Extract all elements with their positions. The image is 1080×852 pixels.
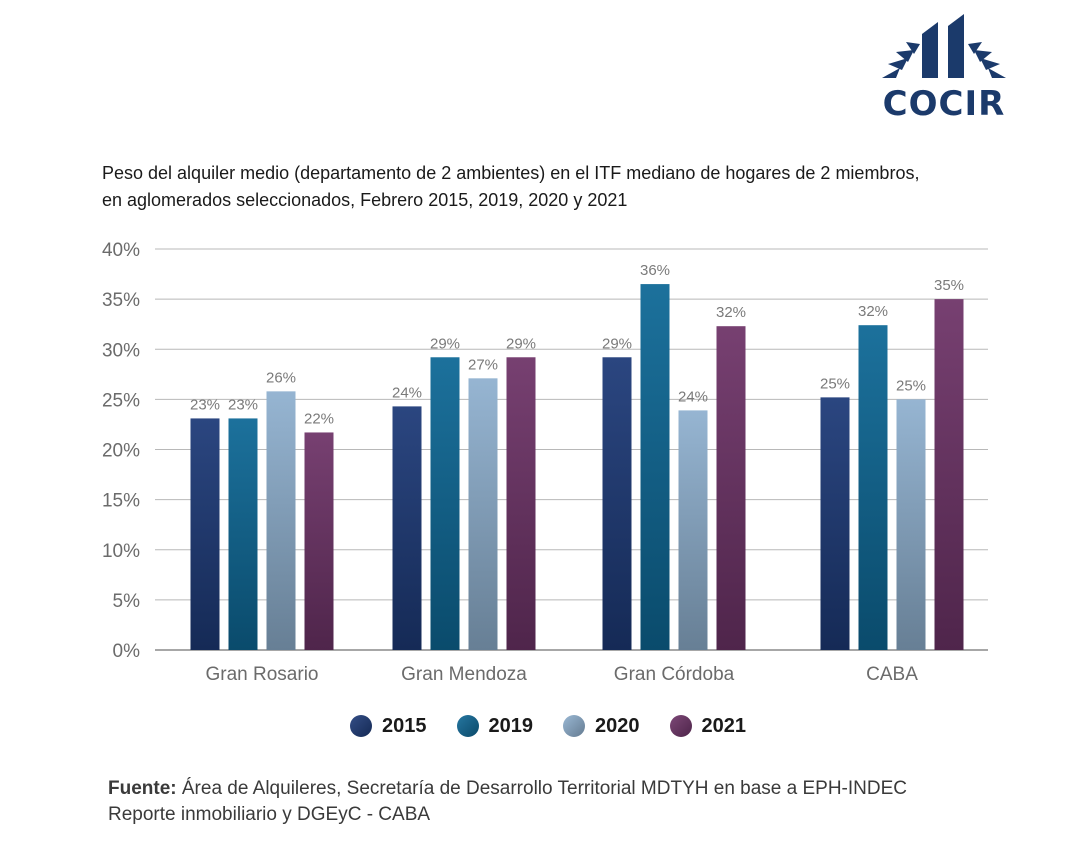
bar-layer — [190, 284, 964, 650]
bar-2021-3 — [934, 299, 964, 650]
bar-2019-0 — [228, 418, 258, 650]
logo-emblem — [882, 14, 1006, 78]
source-line-2: Reporte inmobiliario y DGEyC - CABA — [108, 804, 431, 825]
data-label: 25% — [896, 377, 926, 394]
data-label: 23% — [190, 396, 220, 413]
x-category-label: CABA — [866, 664, 918, 685]
data-label: 25% — [820, 375, 850, 392]
legend-item-2021: 2021 — [669, 714, 747, 738]
data-label: 26% — [266, 369, 296, 386]
legend-label-2015: 2015 — [382, 714, 427, 737]
data-label: 23% — [228, 396, 258, 413]
data-label: 36% — [640, 262, 670, 279]
data-label: 29% — [506, 335, 536, 352]
x-category-label: Gran Córdoba — [614, 664, 735, 685]
y-tick-label: 40% — [102, 240, 140, 261]
cocir-logo: COCIR — [878, 12, 1010, 124]
y-tick-label: 30% — [102, 340, 140, 361]
legend-item-2019: 2019 — [456, 714, 534, 738]
chart-title-line-1: Peso del alquiler medio (departamento de… — [102, 163, 920, 183]
data-label: 32% — [858, 303, 888, 320]
legend-item-2015: 2015 — [350, 715, 427, 738]
source-line-1: Fuente: Área de Alquileres, Secretaría d… — [108, 776, 1048, 802]
data-label: 32% — [716, 304, 746, 321]
y-tick-label: 15% — [102, 491, 140, 512]
legend-swatch-2021 — [669, 715, 692, 737]
data-label: 24% — [678, 388, 708, 405]
y-tick-label: 25% — [102, 390, 140, 411]
chart-title: Peso del alquiler medio (departamento de… — [102, 160, 1022, 214]
bar-2020-1 — [468, 378, 498, 650]
data-label: 35% — [934, 277, 964, 294]
bar-2021-2 — [716, 326, 746, 650]
bar-chart: 0% 5% 10% 15% 20% 25% 30% 35% 40% 23% 23% 26% 22% Gra… — [102, 240, 988, 685]
data-label: 29% — [602, 335, 632, 352]
bar-2019-3 — [858, 325, 888, 650]
data-label: 24% — [392, 384, 422, 401]
chart-title-line-2: en aglomerados seleccionados, Febrero 20… — [102, 190, 628, 210]
legend-swatch-2015 — [350, 715, 372, 737]
data-label: 22% — [304, 410, 334, 427]
bar-2015-0 — [190, 418, 220, 650]
logo-text: COCIR — [882, 84, 1006, 124]
legend-label-2020: 2020 — [595, 714, 640, 737]
source-text-1: Área de Alquileres, Secretaría de Desarr… — [176, 778, 907, 799]
bar-2015-3 — [820, 397, 850, 650]
source-label: Fuente: — [108, 778, 177, 799]
bar-2019-1 — [430, 357, 460, 650]
bar-2021-1 — [506, 357, 536, 650]
data-label: 29% — [430, 335, 460, 352]
bar-2021-0 — [304, 432, 334, 650]
legend-label-2021: 2021 — [701, 714, 747, 737]
bar-2020-2 — [678, 410, 708, 650]
y-tick-label: 20% — [102, 441, 140, 462]
source-note: Fuente: Área de Alquileres, Secretaría d… — [108, 776, 1048, 828]
data-label: 27% — [468, 356, 498, 373]
bar-2020-3 — [896, 399, 926, 650]
y-tick-label: 10% — [102, 541, 140, 562]
bar-2015-2 — [602, 357, 632, 650]
x-category-label: Gran Mendoza — [401, 664, 527, 685]
y-tick-label: 5% — [113, 591, 141, 612]
bar-2020-0 — [266, 391, 296, 650]
legend-swatch-2020 — [563, 715, 585, 737]
y-tick-label: 0% — [113, 641, 141, 662]
legend-label-2019: 2019 — [488, 714, 534, 737]
legend-item-2020: 2020 — [563, 715, 640, 738]
label-layer: 0% 5% 10% 15% 20% 25% 30% 35% 40% 23% 23% 26% 22% Gra… — [102, 240, 964, 685]
bar-2015-1 — [392, 406, 422, 650]
bar-2019-2 — [640, 284, 670, 650]
x-category-label: Gran Rosario — [206, 664, 319, 685]
legend: 2015 2019 2020 2021 — [350, 711, 776, 741]
legend-swatch-2019 — [456, 715, 479, 737]
y-tick-label: 35% — [102, 290, 140, 311]
